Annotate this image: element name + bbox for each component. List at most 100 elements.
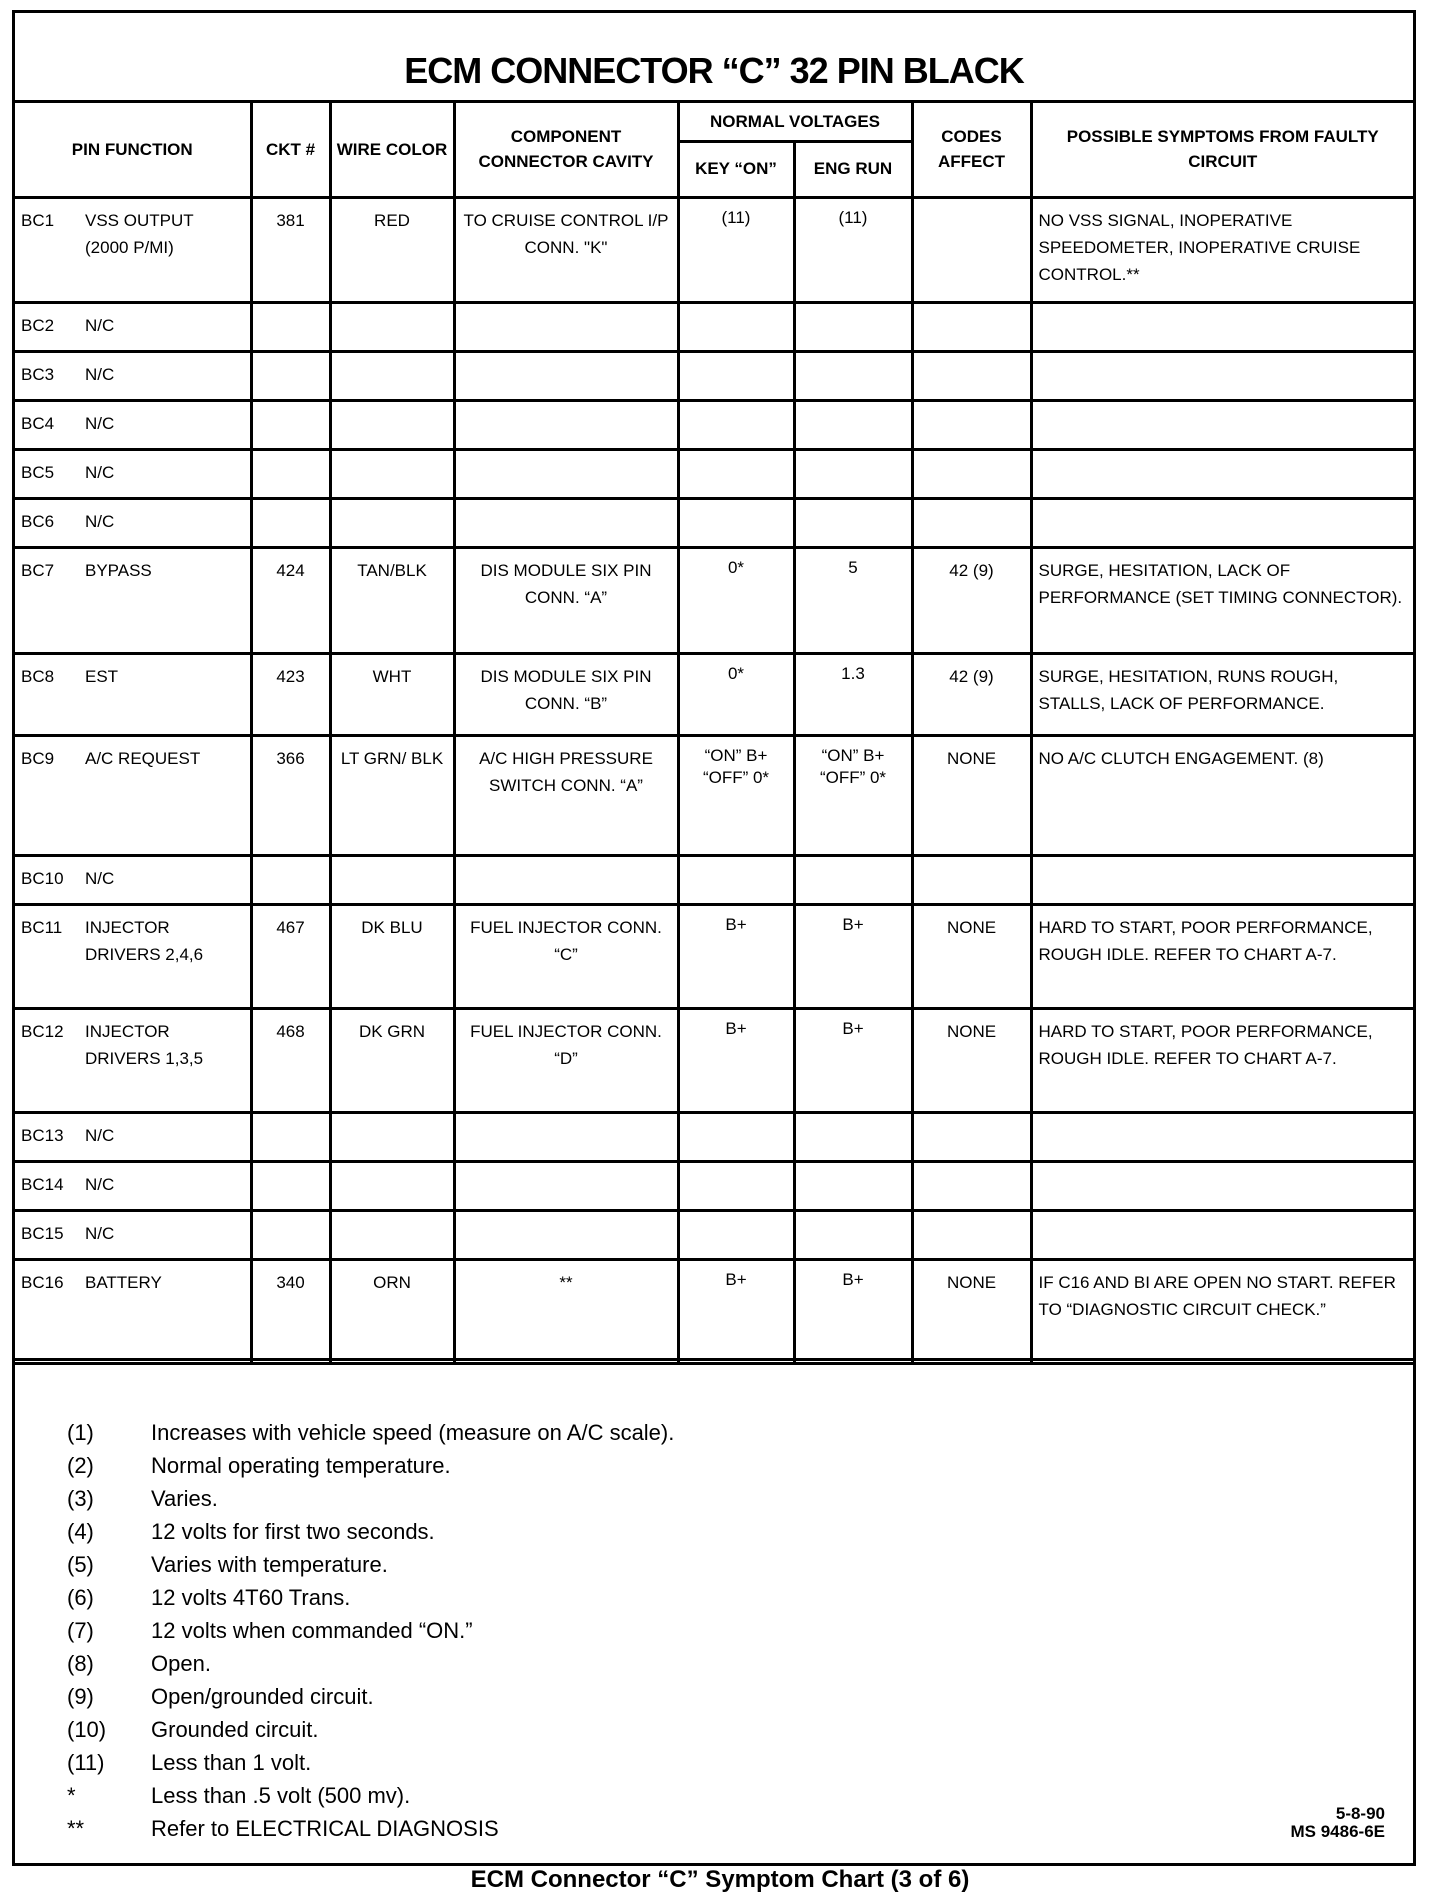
pin-function: BYPASS: [85, 560, 152, 580]
wire-color-cell: TAN/BLK: [328, 545, 456, 655]
table-row: BC3 N/C: [15, 349, 1413, 402]
eng-run-cell: [792, 853, 914, 906]
codes-cell: NONE: [910, 902, 1033, 1010]
connector-table: PIN FUNCTION CKT # WIRE COLOR COMPONENT …: [15, 103, 1413, 1365]
symptoms-cell: [1029, 349, 1413, 402]
eng-run-cell: [792, 300, 914, 353]
header-codes: CODES AFFECT: [910, 103, 1033, 199]
symptoms-cell: HARD TO START, POOR PERFORMANCE, ROUGH I…: [1029, 902, 1413, 1010]
note-key: (4): [67, 1519, 94, 1544]
symptoms-cell: [1029, 496, 1413, 549]
table-row: BC15 N/C: [15, 1208, 1413, 1261]
symptoms-cell: [1029, 1159, 1413, 1212]
ckt-cell: 424: [249, 545, 332, 655]
pin-function-cell: BC11 INJECTOR DRIVERS 2,4,6: [15, 902, 253, 1010]
ckt-cell: [249, 349, 332, 402]
pin-function-cell: BC10 N/C: [15, 853, 253, 906]
header-component: COMPONENT CONNECTOR CAVITY: [452, 103, 680, 199]
note-item: (5) Varies with temperature.: [67, 1548, 674, 1581]
chart-title: ECM CONNECTOR “C” 32 PIN BLACK: [15, 13, 1413, 103]
header-pin-function: PIN FUNCTION: [15, 103, 253, 199]
pin-id: BC5: [21, 462, 55, 482]
table-row: BC16 BATTERY 340 ORN ** B+ B+ NONE IF C16 AND BI…: [15, 1257, 1413, 1365]
component-cell: [452, 853, 680, 906]
pin-id: BC1: [21, 210, 55, 230]
note-item: (1) Increases with vehicle speed (measure…: [67, 1416, 674, 1449]
pin-function-cell: BC3 N/C: [15, 349, 253, 402]
note-key: *: [67, 1783, 76, 1808]
pin-function-cell: BC4 N/C: [15, 398, 253, 451]
codes-cell: [910, 349, 1033, 402]
note-item: * Less than .5 volt (500 mv).: [67, 1779, 674, 1812]
revision-date: 5-8-90: [1335, 1804, 1385, 1823]
note-text: 12 volts for first two seconds.: [151, 1519, 435, 1544]
wire-color-cell: RED: [328, 195, 456, 304]
eng-run-cell: B+: [792, 902, 914, 1010]
component-cell: [452, 1208, 680, 1261]
wire-color-cell: [328, 1208, 456, 1261]
pin-function-cell: BC7 BYPASS: [15, 545, 253, 655]
ckt-cell: [249, 447, 332, 500]
component-cell: [452, 1110, 680, 1163]
pin-function: INJECTOR DRIVERS 1,3,5: [85, 1021, 204, 1068]
symptoms-cell: [1029, 300, 1413, 353]
eng-run-cell: B+: [792, 1006, 914, 1114]
note-text: Open/grounded circuit.: [151, 1684, 374, 1709]
pin-function: EST: [85, 666, 119, 686]
pin-id: BC9: [21, 748, 55, 768]
note-text: Varies.: [151, 1486, 218, 1511]
symptoms-cell: [1029, 398, 1413, 451]
wire-color-cell: [328, 1110, 456, 1163]
pin-function: N/C: [85, 364, 115, 384]
revision-code: MS 9486-6E: [1290, 1822, 1386, 1841]
symptoms-cell: SURGE, HESITATION, RUNS ROUGH, STALLS, L…: [1029, 651, 1413, 737]
symptoms-cell: NO A/C CLUTCH ENGAGEMENT. (8): [1029, 733, 1413, 857]
symptoms-cell: HARD TO START, POOR PERFORMANCE, ROUGH I…: [1029, 1006, 1413, 1114]
wire-color-cell: [328, 447, 456, 500]
note-key: (11): [67, 1750, 105, 1775]
table-row: BC5 N/C: [15, 447, 1413, 500]
table-row: BC11 INJECTOR DRIVERS 2,4,6 467 DK BLU FUEL …: [15, 902, 1413, 1010]
table-row: BC8 EST 423 WHT DIS MODULE SIX PIN CONN. “B”…: [15, 651, 1413, 737]
note-item: (9) Open/grounded circuit.: [67, 1680, 674, 1713]
header-eng-run: ENG RUN: [792, 139, 912, 199]
note-key: (9): [67, 1684, 94, 1709]
note-item: (8) Open.: [67, 1647, 674, 1680]
pin-id: BC11: [21, 917, 63, 937]
symptoms-cell: [1029, 447, 1413, 500]
note-item: (4) 12 volts for first two seconds.: [67, 1515, 674, 1548]
header-symptoms: POSSIBLE SYMPTOMS FROM FAULTY CIRCUIT: [1029, 103, 1413, 199]
wire-color-cell: [328, 496, 456, 549]
pin-id: BC16: [21, 1272, 64, 1292]
pin-function: N/C: [85, 462, 115, 482]
note-text: Increases with vehicle speed (measure on…: [151, 1420, 675, 1445]
wire-color-cell: [328, 1159, 456, 1212]
eng-run-cell: “ON” B+ “OFF” 0*: [792, 733, 914, 857]
ckt-cell: 468: [249, 1006, 332, 1114]
component-cell: FUEL INJECTOR CONN. “D”: [452, 1006, 680, 1114]
component-cell: [452, 447, 680, 500]
eng-run-cell: [792, 1110, 914, 1163]
note-text: Varies with temperature.: [151, 1552, 388, 1577]
pin-id: BC3: [21, 364, 55, 384]
component-cell: [452, 300, 680, 353]
pin-function-cell: BC1 VSS OUTPUT (2000 P/MI): [15, 195, 253, 304]
note-item: (6) 12 volts 4T60 Trans.: [67, 1581, 674, 1614]
key-on-cell: [676, 1159, 796, 1212]
pin-function: N/C: [85, 413, 115, 433]
pin-function: N/C: [85, 315, 115, 335]
codes-cell: [910, 496, 1033, 549]
key-on-cell: [676, 447, 796, 500]
ckt-cell: [249, 1208, 332, 1261]
codes-cell: [910, 300, 1033, 353]
table-row: BC1 VSS OUTPUT (2000 P/MI) 381 RED TO CRUISE…: [15, 195, 1413, 304]
codes-cell: [910, 1110, 1033, 1163]
component-cell: **: [452, 1257, 680, 1365]
revision-stamp: 5-8-90 MS 9486-6E: [1291, 1805, 1386, 1841]
note-text: Grounded circuit.: [151, 1717, 319, 1742]
key-on-cell: “ON” B+ “OFF” 0*: [676, 733, 796, 857]
key-on-cell: (11): [676, 195, 796, 304]
pin-function-cell: BC13 N/C: [15, 1110, 253, 1163]
note-text: Open.: [151, 1651, 211, 1676]
symptom-chart-frame: ECM CONNECTOR “C” 32 PIN BLACK PIN FUNCT…: [12, 10, 1416, 1866]
